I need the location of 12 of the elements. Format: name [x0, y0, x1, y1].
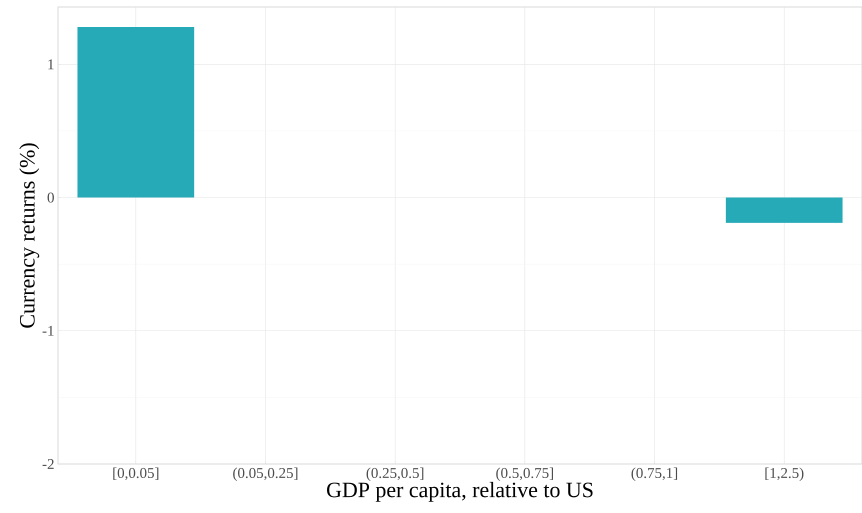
x-tick-label: [1,2.5): [765, 468, 804, 482]
y-tick-label: 0: [48, 192, 54, 203]
y-tick-label: -2: [42, 459, 54, 469]
y-tick-label: -1: [42, 326, 54, 336]
x-tick-label: [0,0.05]: [113, 468, 158, 480]
x-tick-label: (0.5,0.75]: [496, 468, 553, 482]
x-tick-label: (0.75,1]: [632, 468, 678, 482]
x-tick-label: (0.25,0.5]: [366, 468, 424, 482]
x-axis-title: GDP per capita, relative to US: [327, 482, 593, 502]
x-tick-label: (0.05,0.25]: [233, 468, 298, 482]
y-axis-title: Currency returns (%): [19, 143, 40, 328]
y-tick-label: 1: [48, 59, 54, 70]
